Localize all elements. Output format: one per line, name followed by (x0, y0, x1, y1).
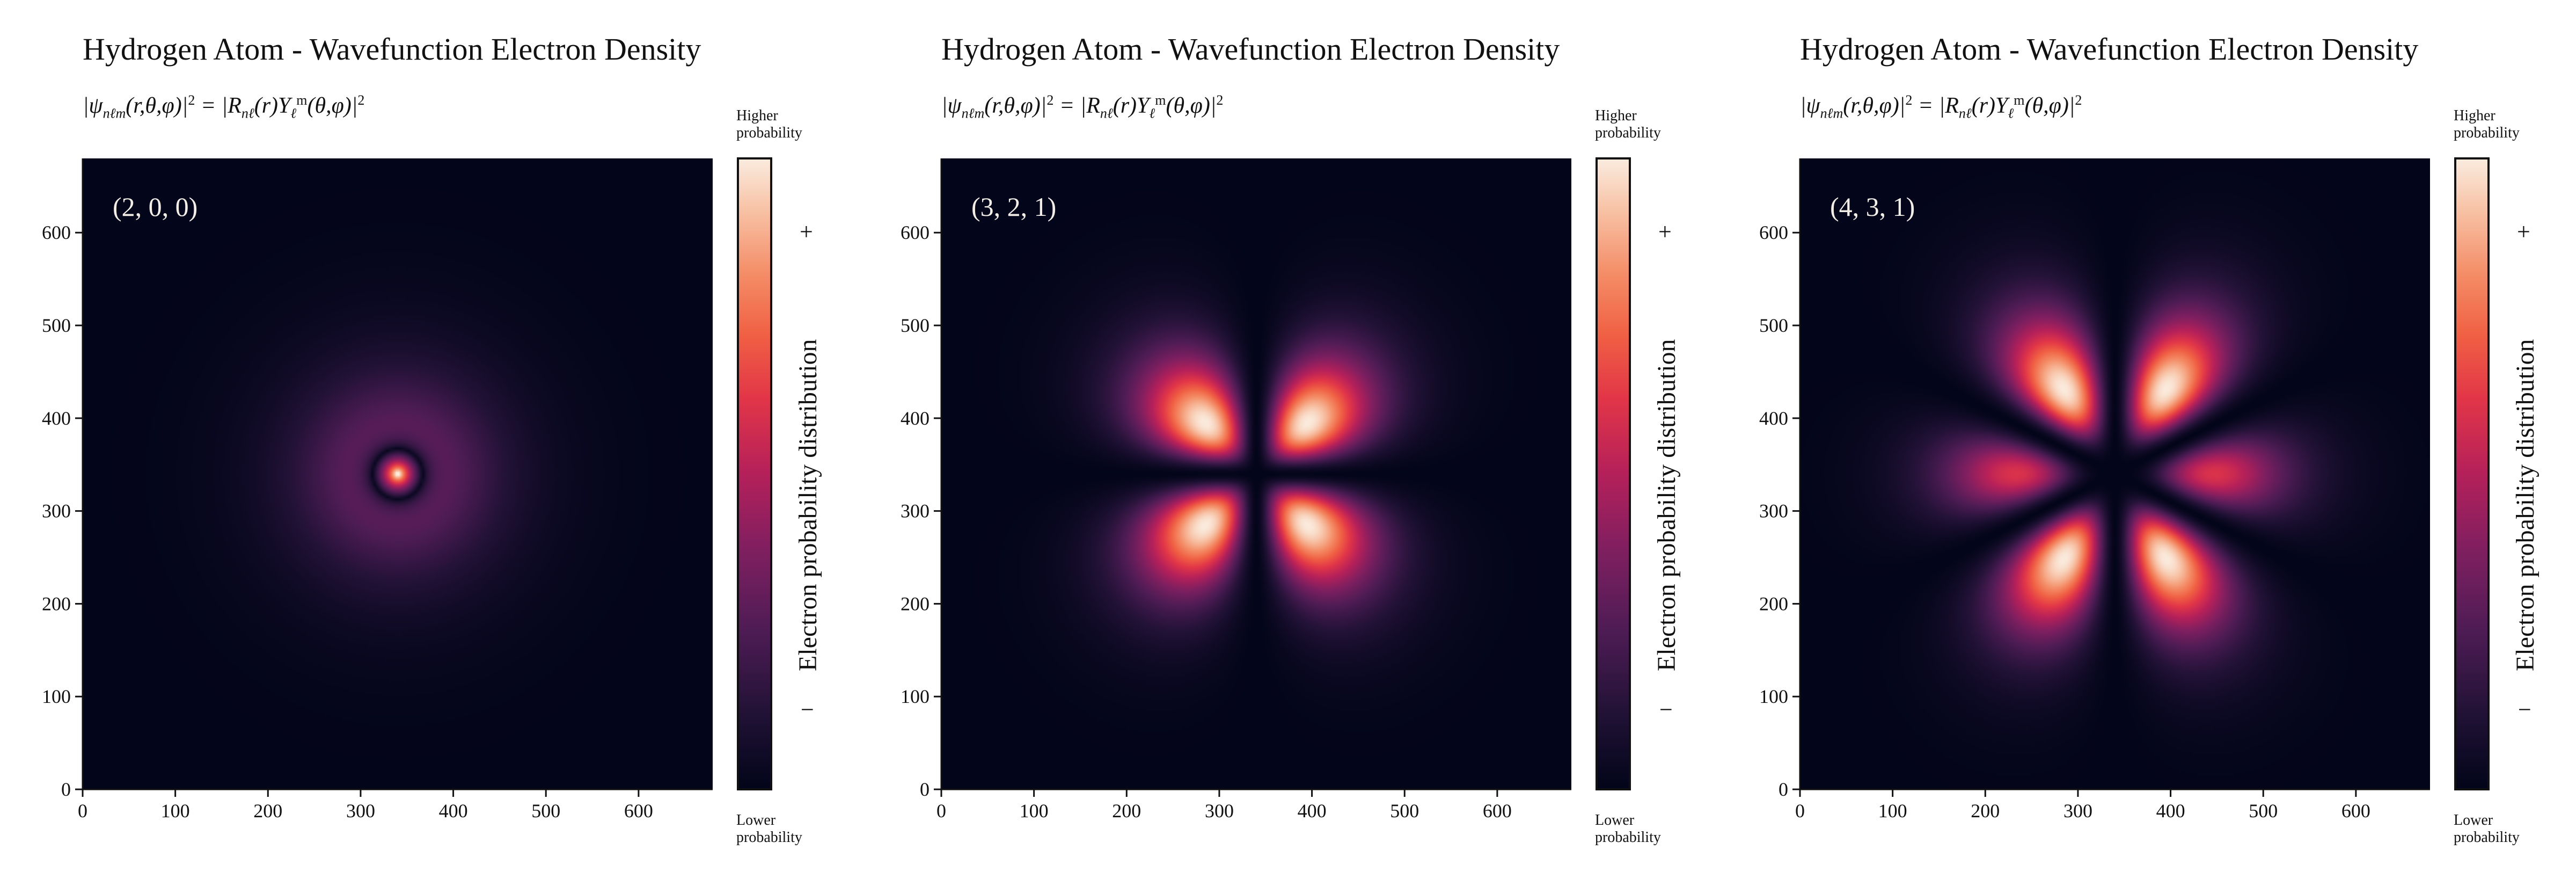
wavefunction-formula: |ψnℓm(r,θ,φ)|2 = |Rnℓ(r)Yℓm(θ,φ)|2 (83, 92, 365, 121)
x-tick-label: 600 (2341, 800, 2370, 822)
colorbar-minus: − (801, 696, 814, 723)
y-tick-label: 0 (61, 779, 71, 800)
density-heatmap (83, 158, 713, 789)
x-tick-label: 300 (346, 800, 375, 822)
x-tick-label: 600 (624, 800, 653, 822)
plot-area: 0 100 200 300 400 500 600 0 100 200 300 400 500 600 (901, 157, 1631, 822)
y-tick-label: 500 (901, 315, 930, 336)
colorbar-minus: − (2518, 696, 2531, 723)
colorbar-label: Electron probability distribution (794, 339, 822, 671)
x-tick-label: 300 (2063, 800, 2092, 822)
colorbar-gradient (1597, 158, 1630, 789)
y-tick-label: 100 (1759, 686, 1788, 707)
x-tick-label: 100 (1020, 800, 1049, 822)
density-heatmap (1800, 158, 2430, 789)
y-tick-label: 500 (1759, 315, 1788, 336)
wavefunction-formula: |ψnℓm(r,θ,φ)|2 = |Rnℓ(r)Yℓm(θ,φ)|2 (1800, 92, 2082, 121)
state-label: (4, 3, 1) (1830, 192, 1915, 222)
plot-area: 0 100 200 300 400 500 600 0 100 200 300 400 500 600 (1759, 157, 2490, 822)
x-tick-label: 400 (439, 800, 468, 822)
state-label: (3, 2, 1) (971, 192, 1057, 222)
x-tick-label: 200 (253, 800, 282, 822)
panel-431: Hydrogen Atom - Wavefunction Electron De… (1717, 0, 2576, 886)
colorbar-frame (2454, 157, 2490, 790)
colorbar-frame (737, 157, 772, 790)
wavefunction-formula: |ψnℓm(r,θ,φ)|2 = |Rnℓ(r)Yℓm(θ,φ)|2 (941, 92, 1224, 121)
y-tick-label: 400 (1759, 408, 1788, 429)
colorbar-bottom-text: Lower probability (736, 812, 802, 846)
panel-321: Hydrogen Atom - Wavefunction Electron De… (859, 0, 1717, 886)
x-tick-label: 300 (1205, 800, 1234, 822)
x-tick-label: 600 (1483, 800, 1512, 822)
x-tick-label: 0 (936, 800, 946, 822)
y-tick-label: 600 (42, 222, 71, 243)
x-tick-label: 200 (1971, 800, 2000, 822)
x-tick-label: 100 (161, 800, 190, 822)
y-tick-label: 200 (901, 593, 930, 614)
y-tick-label: 100 (42, 686, 71, 707)
colorbar-bottom-text: Lower probability (2454, 812, 2520, 846)
colorbar-label: Electron probability distribution (2511, 339, 2540, 671)
x-tick-label: 0 (1795, 800, 1805, 822)
y-tick-label: 100 (901, 686, 930, 707)
x-tick-label: 400 (2156, 800, 2185, 822)
y-tick-label: 300 (42, 500, 71, 522)
density-heatmap (941, 158, 1571, 789)
x-tick-label: 500 (2249, 800, 2278, 822)
x-tick-label: 500 (531, 800, 560, 822)
colorbar-plus: + (1658, 219, 1672, 245)
x-tick-label: 400 (1298, 800, 1327, 822)
x-tick-label: 0 (78, 800, 87, 822)
y-tick-label: 400 (901, 408, 930, 429)
panel-200: Hydrogen Atom - Wavefunction Electron De… (0, 0, 859, 886)
colorbar-minus: − (1659, 696, 1673, 723)
colorbar-plus: + (800, 219, 813, 245)
x-tick-label: 500 (1390, 800, 1419, 822)
state-label: (2, 0, 0) (113, 192, 198, 222)
y-tick-label: 300 (1759, 500, 1788, 522)
y-tick-label: 400 (42, 408, 71, 429)
colorbar-bottom-text: Lower probability (1595, 812, 1661, 846)
y-tick-label: 0 (1779, 779, 1788, 800)
colorbar-frame (1596, 157, 1631, 790)
x-tick-label: 100 (1878, 800, 1907, 822)
x-tick-label: 200 (1112, 800, 1141, 822)
chart-title: Hydrogen Atom - Wavefunction Electron De… (1800, 32, 2419, 67)
y-tick-label: 300 (901, 500, 930, 522)
chart-title: Hydrogen Atom - Wavefunction Electron De… (83, 32, 701, 67)
colorbar-top-text: Higher probability (1595, 107, 1661, 141)
y-tick-label: 500 (42, 315, 71, 336)
y-tick-label: 0 (920, 779, 930, 800)
colorbar-gradient (2455, 158, 2489, 789)
colorbar-gradient (738, 158, 771, 789)
chart-title: Hydrogen Atom - Wavefunction Electron De… (941, 32, 1560, 67)
colorbar-plus: + (2517, 219, 2530, 245)
y-tick-label: 200 (42, 593, 71, 614)
y-tick-label: 600 (1759, 222, 1788, 243)
colorbar-top-text: Higher probability (736, 107, 802, 141)
y-tick-label: 600 (901, 222, 930, 243)
colorbar-label: Electron probability distribution (1652, 339, 1681, 671)
plot-area: 0 100 200 300 400 500 600 0 100 200 300 400 500 600 (42, 157, 772, 822)
colorbar-top-text: Higher probability (2454, 107, 2520, 141)
y-tick-label: 200 (1759, 593, 1788, 614)
